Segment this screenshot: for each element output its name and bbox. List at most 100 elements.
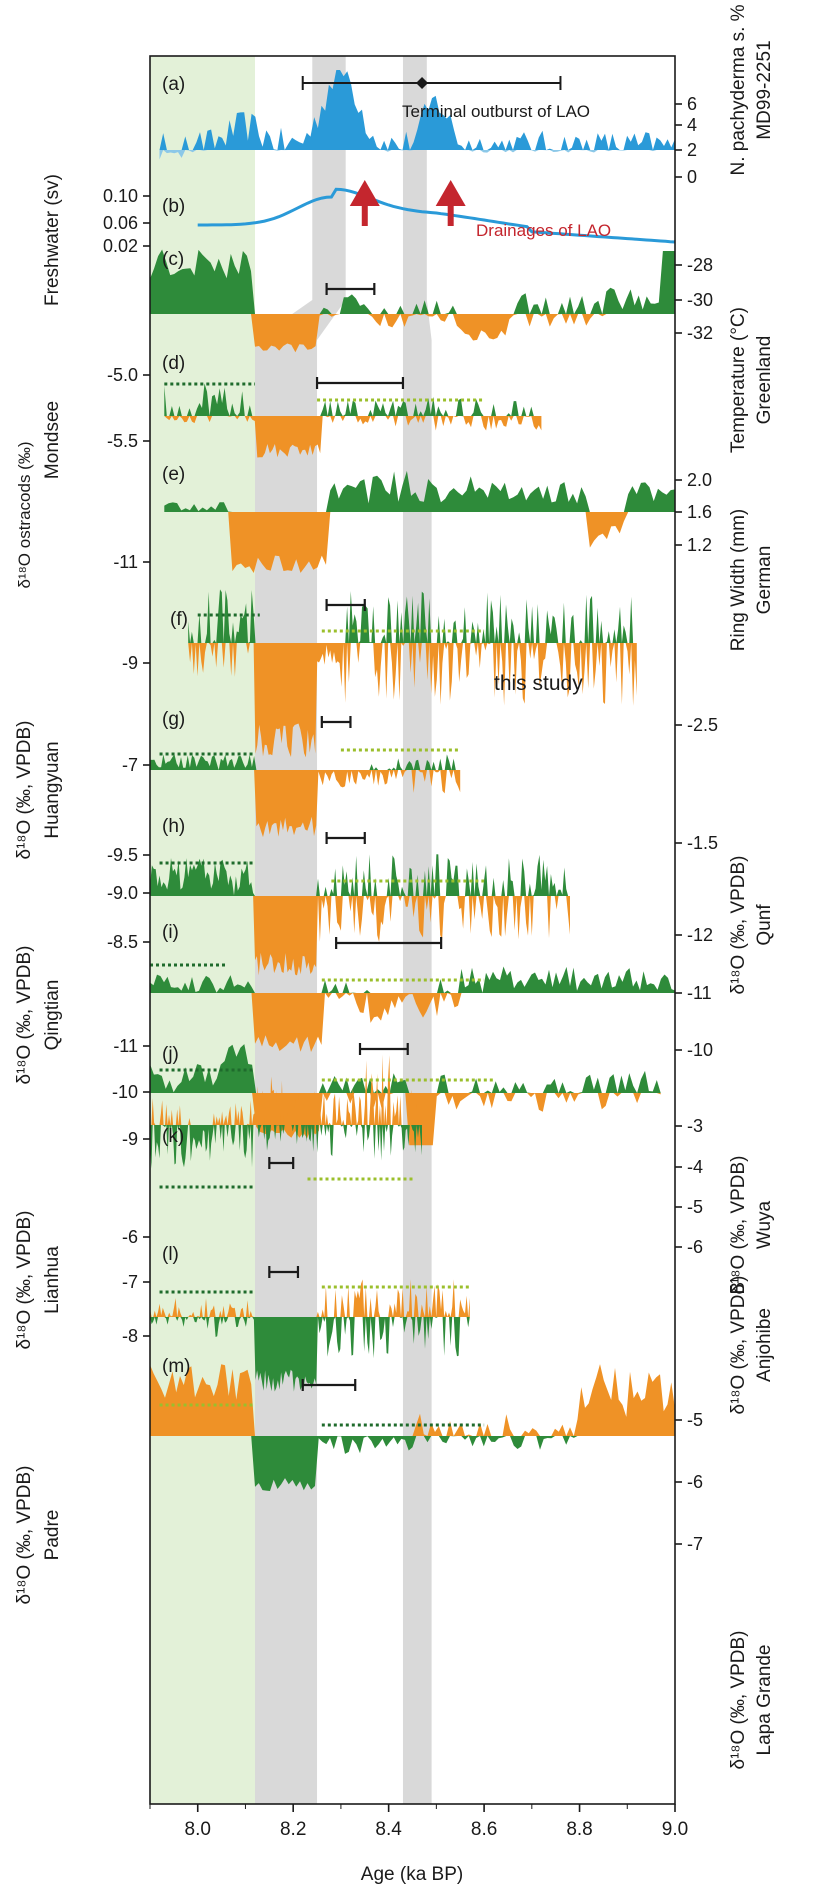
green-band (150, 56, 255, 1804)
right-tick-label: -32 (687, 323, 713, 343)
series-j-negative (150, 1093, 661, 1146)
series-e-negative (164, 512, 676, 573)
right-tick-label: -12 (687, 925, 713, 945)
label-g-2: Qunf (754, 904, 775, 946)
right-tick-label: -10 (687, 1040, 713, 1060)
left-tick-label: -9.0 (107, 883, 138, 903)
label-k-2: Anjohibe (754, 1308, 775, 1382)
drainage-arrow-shaft-1 (447, 196, 454, 226)
right-tick-label: 1.6 (687, 502, 712, 522)
label-c-2: Greenland (754, 336, 775, 425)
label-h-1: δ¹⁸O (‰, VPDB) (14, 946, 35, 1085)
panel-tag-0: (a) (162, 74, 185, 95)
series-h-negative (150, 896, 570, 976)
series-i-positive (150, 966, 675, 993)
label-h-2: Qingtian (42, 980, 63, 1051)
series-e-positive (164, 470, 676, 512)
left-tick-label: -11 (113, 1036, 138, 1056)
series-c-negative (150, 314, 675, 353)
panel-tag-8: (i) (162, 922, 179, 943)
right-tick-label: -6 (687, 1237, 703, 1257)
right-tick-label: 4 (687, 115, 697, 135)
panel-tag-11: (l) (162, 1244, 179, 1265)
right-tick-label: 6 (687, 94, 697, 114)
panel-tag-9: (j) (162, 1044, 179, 1065)
label-m-2: Lapa Grande (754, 1645, 775, 1756)
right-tick-label: 2 (687, 140, 697, 160)
right-tick-label: 2.0 (687, 470, 712, 490)
label-d-2: Mondsee (42, 401, 63, 479)
right-tick-label: -3 (687, 1116, 703, 1136)
x-tick-label-5: 9.0 (662, 1819, 688, 1840)
right-tick-label: -2.5 (687, 715, 718, 735)
right-tick-label: -30 (687, 290, 713, 310)
left-tick-label: 0.06 (103, 213, 138, 233)
series-l-negative (150, 1317, 470, 1392)
panel-tag-12: (m) (162, 1356, 190, 1377)
left-tick-label: -8 (122, 1326, 138, 1346)
series-i-negative (150, 993, 675, 1052)
left-tick-label: -6 (122, 1227, 138, 1247)
right-tick-label: -1.5 (687, 833, 718, 853)
right-tick-label: -5 (687, 1410, 703, 1430)
right-tick-label: 1.2 (687, 535, 712, 555)
left-tick-label: -9 (122, 1129, 138, 1149)
label-d-1: δ¹⁸O ostracods (‰) (15, 442, 34, 589)
panel-tag-5: (f) (170, 609, 188, 630)
left-tick-label: -9 (122, 653, 138, 673)
series-m-positive (150, 1364, 675, 1436)
series-f-negative (188, 643, 637, 758)
label-m-1: δ¹⁸O (‰, VPDB) (728, 1631, 749, 1770)
right-tick-label: 0 (687, 167, 697, 187)
left-tick-label: -11 (113, 552, 138, 572)
label-g-1: δ¹⁸O (‰, VPDB) (728, 856, 749, 995)
series-m-negative (150, 1436, 675, 1491)
x-tick-label-1: 8.2 (280, 1819, 306, 1840)
outburst-diamond (416, 77, 429, 89)
label-a-1: N. pachyderma s. % (728, 4, 749, 175)
left-tick-label: -5.5 (107, 431, 138, 451)
label-l-1: δ¹⁸O (‰, VPDB) (14, 1466, 35, 1605)
label-f-1: δ¹⁸O (‰, VPDB) (14, 721, 35, 860)
x-tick-label-3: 8.6 (471, 1819, 497, 1840)
label-e-1: Ring Width (mm) (728, 509, 749, 652)
plot-frame (149, 55, 676, 1805)
label-j-2: Lianhua (42, 1246, 63, 1314)
axis-labels: N. pachyderma s. % MD99-2251 Temperature (… (14, 4, 775, 1769)
panel-tags: (a) (b) (c) (d) (e) (f) (g) (h) (i) (j) (k) (l) (m) (162, 74, 190, 1377)
left-tick-label: -8.5 (107, 932, 138, 952)
label-c-1: Temperature (°C) (728, 307, 749, 453)
freshwater-curve (197, 187, 676, 244)
label-i-2: Wuya (754, 1200, 775, 1249)
x-tick-label-0: 8.0 (185, 1819, 211, 1840)
series-h-positive (150, 854, 570, 896)
drainages-label: Drainages of LAO (476, 221, 611, 240)
series-k-positive (150, 1054, 422, 1125)
label-k-1: δ¹⁸O (‰, VPDB) (728, 1276, 749, 1415)
label-j-1: δ¹⁸O (‰, VPDB) (14, 1211, 35, 1350)
drainage-arrow-head-0 (349, 180, 380, 206)
label-e-2: German (754, 546, 775, 615)
right-tick-label: -7 (687, 1534, 703, 1554)
panel-tag-7: (h) (162, 816, 185, 837)
drainage-arrow-head-1 (435, 180, 466, 206)
left-tick-label: -7 (122, 755, 138, 775)
left-tick-label: -9.5 (107, 845, 138, 865)
left-tick-label: -5.0 (107, 365, 138, 385)
panel-tag-10: (k) (162, 1126, 184, 1147)
label-l-2: Padre (42, 1510, 63, 1561)
this-study-label: this study (494, 672, 583, 695)
left-tick-label: -10 (112, 1082, 138, 1102)
x-axis-label: Age (ka BP) (361, 1864, 463, 1885)
x-axis: 8.0 8.2 8.4 8.6 8.8 9.0 (149, 1804, 688, 1840)
series-g-positive (150, 754, 461, 770)
panel-tag-1: (b) (162, 196, 185, 217)
right-tick-label: -11 (687, 983, 712, 1003)
x-tick-label-4: 8.8 (566, 1819, 592, 1840)
left-tick-label: -7 (122, 1272, 138, 1292)
terminal-outburst-label: Terminal outburst of LAO (402, 102, 590, 121)
right-tick-label: -4 (687, 1157, 703, 1177)
series-d-negative (164, 416, 542, 458)
